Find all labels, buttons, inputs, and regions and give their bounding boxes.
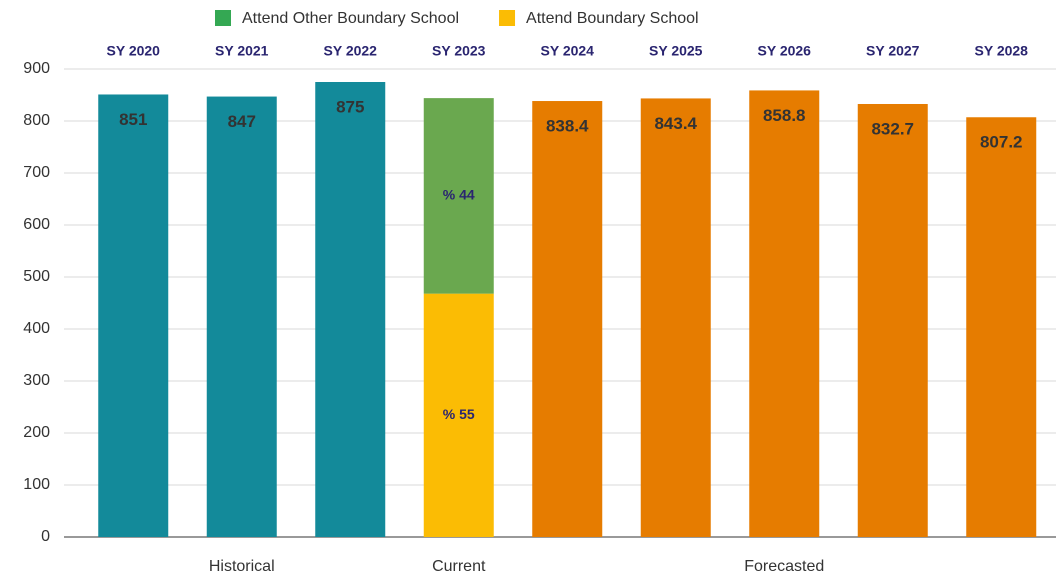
y-tick-label: 700 bbox=[23, 164, 50, 181]
y-tick-label: 300 bbox=[23, 372, 50, 389]
data-label: 832.7 bbox=[871, 119, 914, 138]
legend-label: Attend Other Boundary School bbox=[242, 10, 459, 27]
x-tick-label: SY 2020 bbox=[107, 43, 161, 59]
y-tick-label: 500 bbox=[23, 268, 50, 285]
x-tick-label: SY 2023 bbox=[432, 43, 486, 59]
bar bbox=[206, 96, 277, 537]
legend-swatch bbox=[499, 10, 516, 26]
bar bbox=[532, 101, 603, 538]
bar bbox=[423, 293, 494, 537]
bar bbox=[423, 98, 494, 294]
x-tick-label: SY 2026 bbox=[758, 43, 812, 59]
y-tick-label: 800 bbox=[23, 112, 50, 129]
x-tick-label: SY 2025 bbox=[649, 43, 703, 59]
data-label: 807.2 bbox=[980, 133, 1023, 152]
data-label: 838.4 bbox=[546, 117, 589, 136]
legend-swatch bbox=[215, 10, 231, 26]
y-tick-label: 600 bbox=[23, 216, 50, 233]
annotation: % 44 bbox=[443, 187, 475, 203]
group-label: Current bbox=[432, 558, 486, 575]
group-label: Historical bbox=[209, 558, 275, 575]
group-label: Forecasted bbox=[744, 558, 824, 575]
bar bbox=[315, 82, 386, 537]
annotation: % 55 bbox=[443, 406, 475, 422]
y-tick-label: 200 bbox=[23, 424, 50, 441]
y-tick-label: 0 bbox=[41, 528, 50, 545]
x-tick-label: SY 2027 bbox=[866, 43, 920, 59]
y-tick-label: 400 bbox=[23, 320, 50, 337]
x-tick-label: SY 2024 bbox=[541, 43, 595, 59]
x-tick-label: SY 2021 bbox=[215, 43, 269, 59]
y-tick-label: 100 bbox=[23, 476, 50, 493]
data-label: 843.4 bbox=[654, 114, 697, 133]
data-label: 875 bbox=[336, 97, 364, 116]
bar bbox=[857, 103, 928, 537]
data-label: 847 bbox=[228, 112, 256, 131]
data-label: 858.8 bbox=[763, 106, 806, 125]
bar bbox=[966, 117, 1037, 538]
legend-label: Attend Boundary School bbox=[526, 10, 699, 27]
x-tick-label: SY 2022 bbox=[324, 43, 378, 59]
data-label: 851 bbox=[119, 110, 147, 129]
bar bbox=[98, 94, 169, 537]
bar bbox=[749, 90, 820, 537]
y-tick-label: 900 bbox=[23, 60, 50, 77]
bar bbox=[640, 98, 711, 537]
x-tick-label: SY 2028 bbox=[975, 43, 1029, 59]
